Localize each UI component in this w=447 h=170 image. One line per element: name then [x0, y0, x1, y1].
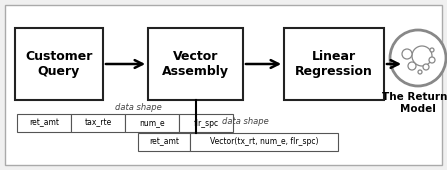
Bar: [15, 28, 103, 100]
Bar: [179, 114, 233, 132]
Text: Linear
Regression: Linear Regression: [295, 50, 373, 78]
Circle shape: [412, 46, 432, 66]
Text: flr_spc: flr_spc: [194, 118, 219, 128]
Bar: [284, 28, 384, 100]
Circle shape: [402, 49, 412, 59]
Text: num_e: num_e: [139, 118, 165, 128]
Text: tax_rte: tax_rte: [84, 118, 112, 128]
Text: ret_amt: ret_amt: [149, 138, 179, 147]
Text: Vector(tx_rt, num_e, flr_spc): Vector(tx_rt, num_e, flr_spc): [210, 138, 318, 147]
Circle shape: [429, 57, 435, 63]
Text: ret_amt: ret_amt: [29, 118, 59, 128]
Bar: [190, 133, 338, 151]
Bar: [148, 28, 243, 100]
Bar: [17, 114, 71, 132]
Text: Customer
Query: Customer Query: [25, 50, 93, 78]
Bar: [125, 114, 179, 132]
Bar: [138, 133, 190, 151]
Circle shape: [408, 62, 416, 70]
Circle shape: [423, 64, 429, 70]
Text: data shape: data shape: [222, 117, 268, 126]
Text: Vector
Assembly: Vector Assembly: [162, 50, 229, 78]
Circle shape: [418, 70, 422, 74]
Text: data shape: data shape: [114, 104, 161, 113]
Circle shape: [390, 30, 446, 86]
Text: The Returns
Model: The Returns Model: [382, 92, 447, 114]
Circle shape: [430, 48, 434, 52]
Bar: [71, 114, 125, 132]
